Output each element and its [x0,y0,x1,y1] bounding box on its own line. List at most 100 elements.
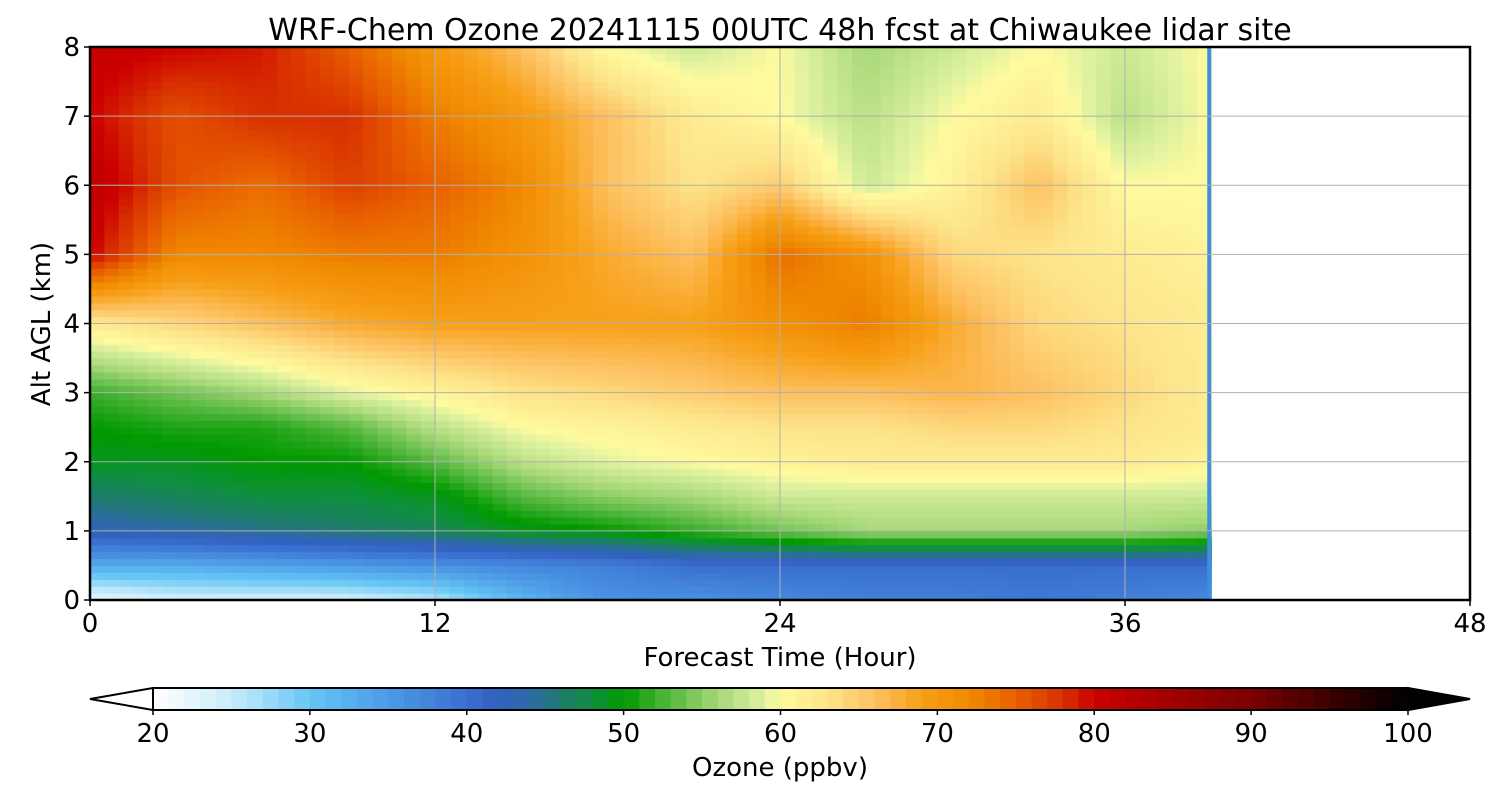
heatmap-cell [118,157,134,166]
heatmap-cell [794,254,810,262]
heatmap-cell [478,150,494,159]
heatmap-cell [276,88,292,96]
heatmap-cell [794,95,810,103]
heatmap-cell [104,205,120,214]
heatmap-cell [147,461,163,470]
heatmap-cell [463,385,479,394]
heatmap-cell [593,226,609,235]
heatmap-cell [966,385,982,394]
heatmap-cell [205,178,220,186]
heatmap-cell [449,530,465,539]
heatmap-cell [981,593,997,600]
heatmap-cell [118,510,134,518]
heatmap-cell [808,129,824,138]
heatmap-cell [320,434,335,442]
heatmap-cell [334,150,350,159]
heatmap-cell [147,344,163,352]
heatmap-cell [679,102,695,110]
heatmap-cell [837,143,853,152]
heatmap-cell [133,489,149,497]
heatmap-cell [478,517,494,525]
heatmap-cell [866,295,882,304]
heatmap-cell [535,351,551,359]
heatmap-cell [233,503,249,511]
heatmap-cell [205,212,220,221]
heatmap-cell [233,47,249,55]
heatmap-cell [981,565,997,573]
heatmap-cell [851,447,867,456]
heatmap-cell [420,150,436,159]
heatmap-cell [736,81,752,90]
heatmap-cell [607,254,623,262]
heatmap-cell [808,116,824,124]
heatmap-cell [161,330,177,338]
heatmap-cell [291,60,307,69]
heatmap-cell [866,261,882,269]
heatmap-cell [780,219,795,228]
heatmap-cell [650,295,666,304]
heatmap-cell [291,309,307,318]
heatmap-cell [607,316,623,325]
heatmap-cell [564,468,580,477]
heatmap-cell [291,489,307,497]
heatmap-cell [435,247,450,255]
heatmap-cell [895,565,910,573]
heatmap-cell [636,67,652,76]
heatmap-cell [736,344,752,352]
heatmap-cell [420,593,436,600]
heatmap-cell [895,240,910,249]
heatmap-cell [420,178,436,186]
heatmap-cell [880,88,896,96]
heatmap-cell [205,551,220,560]
heatmap-cell [463,593,479,600]
heatmap-cell [535,95,551,103]
heatmap-cell [665,406,680,414]
heatmap-cell [808,523,824,532]
heatmap-cell [435,288,450,297]
heatmap-cell [578,565,594,573]
heatmap-cell [521,337,537,345]
heatmap-cell [420,489,436,497]
heatmap-cell [578,95,594,103]
heatmap-cell [147,593,163,600]
heatmap-cell [851,192,867,200]
heatmap-cell [305,503,321,511]
heatmap-cell [636,60,652,69]
heatmap-cell [363,81,379,90]
heatmap-cell [564,212,580,221]
heatmap-cell [506,247,522,255]
heatmap-cell [147,441,163,449]
heatmap-cell [578,517,594,525]
heatmap-cell [621,378,637,387]
heatmap-cell [593,385,609,394]
heatmap-cell [420,136,436,145]
heatmap-cell [693,233,709,242]
heatmap-cell [780,523,795,532]
heatmap-cell [751,323,767,332]
heatmap-cell [679,537,695,546]
heatmap-cell [320,337,335,345]
heatmap-cell [564,454,580,463]
heatmap-cell [363,475,379,484]
heatmap-cell [463,523,479,532]
heatmap-cell [679,226,695,235]
heatmap-cell [808,178,824,186]
heatmap-cell [535,136,551,145]
heatmap-cell [147,468,163,477]
heatmap-cell [248,302,264,311]
heatmap-cell [780,544,795,553]
heatmap-cell [420,503,436,511]
heatmap-cell [521,482,537,490]
heatmap-cell [176,157,192,166]
heatmap-cell [794,164,810,173]
heatmap-cell [521,164,537,173]
heatmap-cell [823,247,839,255]
heatmap-cell [722,226,738,235]
heatmap-cell [794,406,810,414]
heatmap-cell [780,413,795,421]
heatmap-cell [650,572,666,580]
heatmap-cell [248,74,264,83]
heatmap-cell [161,192,177,200]
heatmap-cell [923,517,939,525]
heatmap-cell [550,330,565,338]
